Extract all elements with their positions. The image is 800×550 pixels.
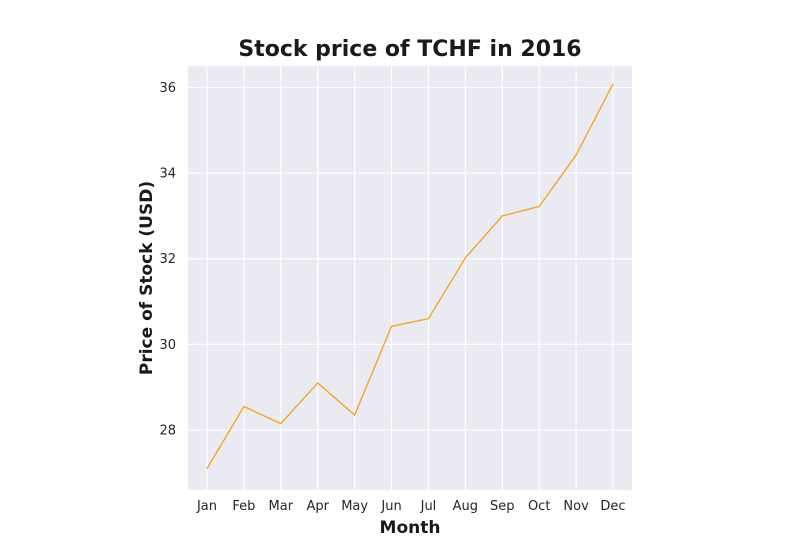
x-tick-label: May (341, 499, 368, 514)
x-tick-label: Apr (306, 499, 329, 514)
x-tick-label: Jun (380, 499, 401, 514)
y-axis-label: Price of Stock (USD) (137, 181, 157, 375)
x-tick-label: Mar (269, 499, 294, 514)
x-tick-label: Aug (453, 499, 478, 514)
x-axis-label: Month (380, 518, 441, 538)
x-tick-label: Jan (196, 499, 217, 514)
x-tick-label: Nov (563, 499, 589, 514)
x-tick-label: Sep (490, 499, 515, 514)
y-tick-label: 34 (159, 167, 176, 182)
plot-area (188, 66, 632, 490)
series-line (206, 83, 614, 469)
chart-title: Stock price of TCHF in 2016 (238, 37, 581, 62)
x-tick-label: Oct (528, 499, 550, 514)
y-tick-label: 36 (159, 81, 176, 96)
x-tick-label: Feb (232, 499, 255, 514)
y-tick-label: 28 (159, 424, 176, 439)
y-tick-label: 32 (159, 252, 176, 267)
series-layer (206, 83, 614, 469)
y-axis-ticks: 28 30 32 34 36 (159, 81, 176, 439)
x-tick-label: Dec (600, 499, 625, 514)
x-tick-label: Jul (420, 499, 437, 514)
x-axis-ticks: Jan Feb Mar Apr May Jun Jul Aug Sep Oct Nov Dec (196, 499, 626, 514)
grid (188, 66, 632, 490)
y-tick-label: 30 (159, 338, 176, 353)
